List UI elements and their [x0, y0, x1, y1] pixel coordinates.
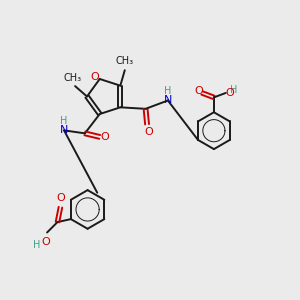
Text: O: O — [144, 127, 153, 137]
Text: CH₃: CH₃ — [116, 56, 134, 66]
Text: O: O — [41, 237, 50, 247]
Text: CH₃: CH₃ — [63, 73, 81, 83]
Text: N: N — [60, 125, 68, 135]
Text: N: N — [164, 95, 172, 105]
Text: O: O — [101, 132, 110, 142]
Text: H: H — [33, 240, 40, 250]
Text: O: O — [90, 73, 99, 82]
Text: H: H — [230, 85, 238, 95]
Text: O: O — [226, 88, 234, 98]
Text: O: O — [56, 193, 65, 203]
Text: O: O — [194, 86, 203, 96]
Text: H: H — [164, 86, 172, 96]
Text: H: H — [60, 116, 68, 126]
